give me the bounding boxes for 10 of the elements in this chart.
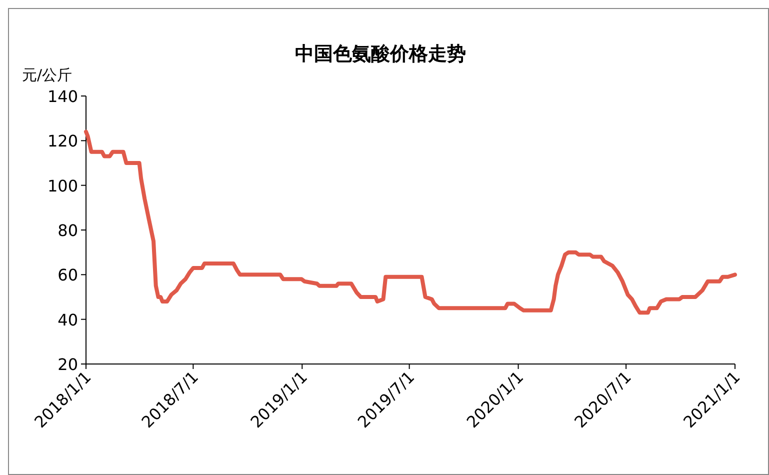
y-tick-label: 120 [47, 132, 78, 151]
chart-title: 中国色氨酸价格走势 [295, 43, 466, 65]
y-tick-label: 100 [47, 176, 78, 196]
y-tick-label: 80 [58, 221, 78, 240]
y-tick-label: 60 [58, 266, 78, 285]
y-tick-label: 20 [58, 355, 78, 374]
line-series [84, 130, 737, 315]
y-axis-title: 元/公斤 [22, 66, 72, 84]
y-tick-label: 40 [58, 310, 78, 330]
y-tick-label: 140 [47, 87, 78, 106]
